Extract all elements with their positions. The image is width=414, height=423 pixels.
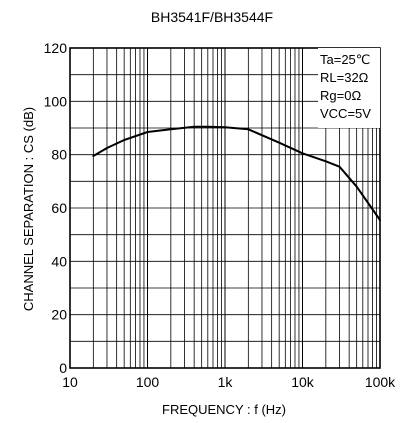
x-axis-label: FREQUENCY : f (Hz) bbox=[162, 402, 286, 417]
condition-vcc: VCC=5V bbox=[320, 106, 371, 121]
series-layer bbox=[92, 125, 381, 221]
y-tick-labels: 0 20 40 60 80 100 120 bbox=[44, 40, 68, 376]
conditions-box: Ta=25℃ RL=32Ω Rg=0Ω VCC=5V bbox=[318, 48, 380, 128]
x-tick-labels: 10 100 1k 10k 100k bbox=[62, 374, 396, 390]
x-tick-label: 100k bbox=[365, 374, 396, 390]
chart-title: BH3541F/BH3544F bbox=[151, 9, 273, 25]
x-tick-label: 1k bbox=[218, 374, 234, 390]
condition-ta: Ta=25℃ bbox=[320, 52, 370, 67]
y-tick-label: 60 bbox=[51, 200, 67, 216]
y-axis-label: CHANNEL SEPARATION : CS (dB) bbox=[21, 107, 36, 311]
x-tick-label: 100 bbox=[136, 374, 160, 390]
conditions-background bbox=[318, 48, 380, 128]
y-tick-label: 20 bbox=[51, 307, 67, 323]
plot-frame bbox=[69, 47, 381, 369]
y-tick-label: 0 bbox=[59, 360, 67, 376]
y-tick-label: 80 bbox=[51, 147, 67, 163]
x-tick-label: 10 bbox=[62, 374, 78, 390]
y-tick-label: 40 bbox=[51, 253, 67, 269]
y-tick-label: 100 bbox=[44, 93, 68, 109]
x-tick-label: 10k bbox=[291, 374, 315, 390]
condition-rl: RL=32Ω bbox=[320, 70, 369, 85]
condition-rg: Rg=0Ω bbox=[320, 88, 361, 103]
series-line bbox=[92, 125, 381, 221]
plot-border bbox=[69, 47, 381, 369]
y-tick-label: 120 bbox=[44, 40, 68, 56]
grid bbox=[70, 48, 380, 368]
